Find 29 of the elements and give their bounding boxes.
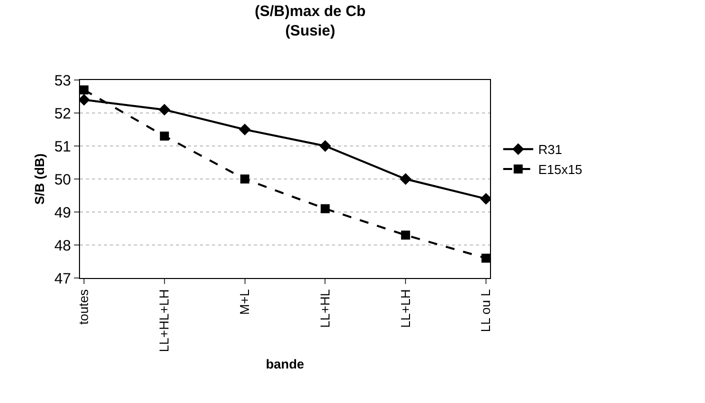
- y-tick-label: 47: [54, 270, 71, 288]
- y-tick-label: 53: [54, 72, 71, 90]
- legend-label: E15x15: [538, 162, 582, 178]
- point: [158, 104, 170, 116]
- chart-subtitle: (Susie): [285, 22, 336, 40]
- y-tick-label: 50: [54, 171, 71, 188]
- x-tick-label: LL ou L: [478, 289, 494, 332]
- point: [401, 230, 410, 240]
- x-tick-label: LL+LH: [398, 289, 413, 328]
- x-tick-label: LL+HL: [317, 289, 332, 328]
- legend-label: R31: [538, 142, 562, 158]
- y-tick-label: 48: [54, 237, 71, 254]
- point: [481, 254, 490, 263]
- chart-title: (S/B)max de Cb: [254, 3, 366, 20]
- point: [240, 174, 250, 184]
- y-tick-label: 49: [54, 204, 71, 222]
- point: [319, 140, 332, 152]
- point: [80, 85, 89, 94]
- x-tick-label: LL+HL+LH: [156, 289, 172, 352]
- x-tick-label: M+L: [237, 289, 252, 315]
- point: [400, 173, 412, 185]
- x-tick-label: toutes: [76, 288, 92, 325]
- point: [160, 132, 169, 141]
- point: [320, 204, 330, 214]
- y-tick-label: 51: [54, 138, 71, 156]
- x-axis-title: bande: [266, 356, 304, 372]
- y-axis-title: S/B (dB): [32, 153, 47, 205]
- y-tick-label: 52: [54, 105, 71, 122]
- point: [238, 124, 251, 136]
